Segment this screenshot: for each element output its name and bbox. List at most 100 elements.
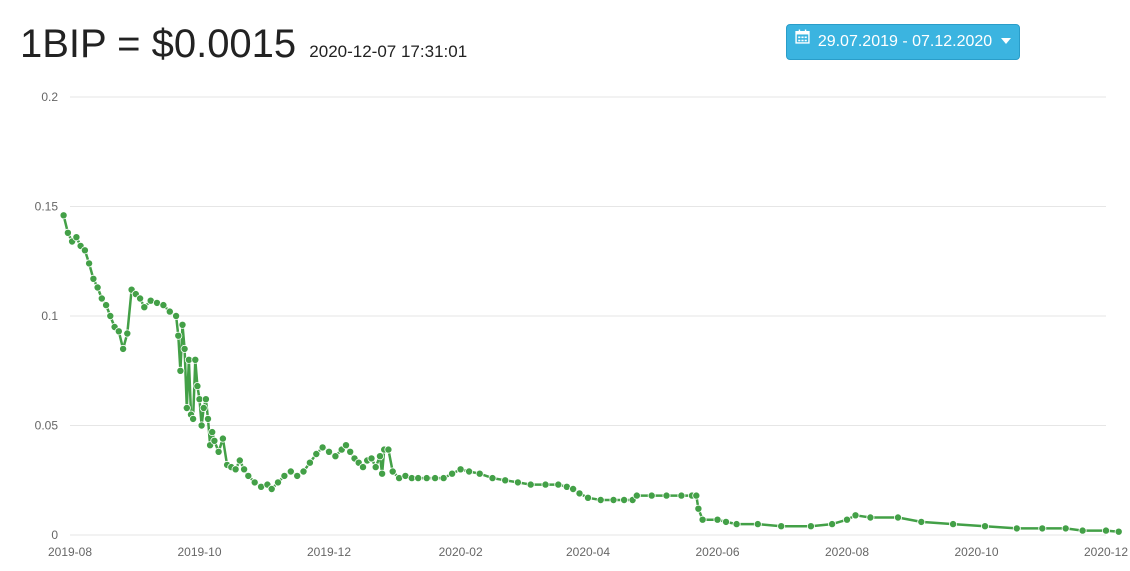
- data-point: [541, 480, 550, 489]
- x-tick-label: 2020-12: [1084, 545, 1128, 559]
- data-point: [80, 246, 89, 255]
- price-chart: 0 0.05 0.1 0.15 0.2 2019-08 2019-10 2019-12 202…: [35, 90, 1129, 559]
- data-point: [63, 228, 72, 237]
- data-point: [609, 495, 618, 504]
- data-point: [85, 259, 94, 268]
- data-point: [713, 515, 722, 524]
- data-point: [698, 515, 707, 524]
- data-point: [197, 421, 206, 430]
- data-point: [267, 484, 276, 493]
- data-point: [174, 331, 183, 340]
- data-point: [59, 211, 68, 220]
- data-point: [102, 301, 111, 310]
- data-point: [280, 471, 289, 480]
- data-point: [210, 436, 219, 445]
- data-point: [273, 478, 282, 487]
- data-point: [218, 434, 227, 443]
- data-point: [513, 478, 522, 487]
- data-point: [178, 320, 187, 329]
- price-label: 1BIP = $0.0015: [20, 22, 297, 66]
- data-point: [136, 294, 145, 303]
- data-point: [208, 428, 217, 437]
- page-title: 1BIP = $0.0015 2020-12-07 17:31:01: [20, 20, 467, 76]
- data-point: [777, 522, 786, 531]
- data-point: [620, 495, 629, 504]
- data-point: [89, 274, 98, 283]
- price-timestamp: 2020-12-07 17:31:01: [309, 42, 468, 61]
- calendar-icon: [795, 23, 810, 57]
- data-point: [596, 495, 605, 504]
- data-point: [180, 344, 189, 353]
- data-point: [371, 463, 380, 472]
- data-point: [93, 283, 102, 292]
- data-point: [488, 474, 497, 483]
- data-point: [193, 382, 202, 391]
- data-point: [632, 491, 641, 500]
- data-point: [569, 484, 578, 493]
- data-point: [828, 520, 837, 529]
- data-point: [753, 520, 762, 529]
- data-point: [501, 476, 510, 485]
- data-point: [378, 469, 387, 478]
- data-point: [172, 311, 181, 320]
- data-point: [299, 467, 308, 476]
- y-tick-label: 0.15: [35, 200, 59, 214]
- data-point: [1038, 524, 1047, 533]
- data-point: [949, 520, 958, 529]
- data-point: [677, 491, 686, 500]
- data-point: [199, 403, 208, 412]
- x-tick-label: 2020-02: [439, 545, 483, 559]
- data-point: [692, 491, 701, 500]
- data-point: [554, 480, 563, 489]
- data-point: [119, 344, 128, 353]
- data-point: [866, 513, 875, 522]
- data-point: [97, 294, 106, 303]
- data-point: [367, 454, 376, 463]
- date-range-button[interactable]: 29.07.2019 - 07.12.2020: [786, 24, 1020, 60]
- series-line: [62, 215, 1119, 533]
- data-point: [318, 443, 327, 452]
- data-point: [439, 474, 448, 483]
- data-point: [235, 456, 244, 465]
- data-point: [165, 307, 174, 316]
- data-point: [358, 463, 367, 472]
- data-point: [312, 449, 321, 458]
- data-point: [286, 467, 295, 476]
- chart-grid: [70, 96, 1106, 536]
- data-point: [722, 517, 731, 526]
- data-point: [375, 452, 384, 461]
- data-point: [176, 366, 185, 375]
- data-point: [189, 414, 198, 423]
- x-tick-label: 2020-10: [954, 545, 998, 559]
- data-point: [843, 515, 852, 524]
- data-point: [851, 511, 860, 520]
- data-point: [240, 465, 249, 474]
- data-point: [231, 465, 240, 474]
- data-point: [140, 303, 149, 312]
- data-point: [448, 469, 457, 478]
- x-tick-label: 2020-04: [566, 545, 610, 559]
- data-point: [341, 441, 350, 450]
- data-point: [806, 522, 815, 531]
- data-point: [384, 445, 393, 454]
- date-range-label: 29.07.2019 - 07.12.2020: [817, 33, 993, 50]
- y-tick-label: 0: [51, 528, 58, 542]
- data-point: [123, 329, 132, 338]
- data-point: [346, 447, 355, 456]
- data-point: [647, 491, 656, 500]
- data-point: [72, 233, 81, 242]
- data-point: [475, 469, 484, 478]
- data-point: [159, 301, 168, 310]
- x-tick-label: 2019-12: [307, 545, 351, 559]
- data-point: [584, 493, 593, 502]
- y-tick-label: 0.2: [41, 90, 58, 104]
- data-point: [1102, 526, 1111, 535]
- x-tick-label: 2019-10: [177, 545, 221, 559]
- data-point: [465, 467, 474, 476]
- y-tick-label: 0.05: [35, 419, 59, 433]
- data-point: [1012, 524, 1021, 533]
- data-point: [917, 517, 926, 526]
- data-point: [1078, 526, 1087, 535]
- data-point: [388, 467, 397, 476]
- data-point: [414, 474, 423, 483]
